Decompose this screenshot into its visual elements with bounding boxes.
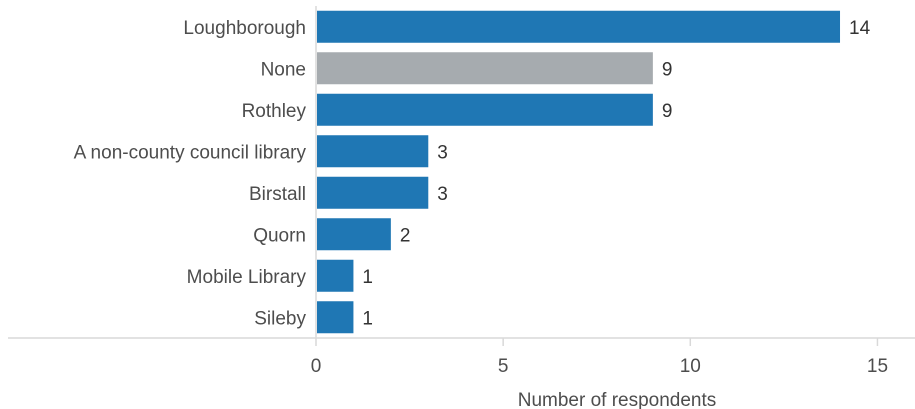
x-tick-label: 15 (867, 356, 888, 377)
category-label: A non-county council library (74, 142, 307, 163)
x-tick-label: 10 (680, 356, 701, 377)
x-axis-title: Number of respondents (518, 390, 717, 409)
data-label: 14 (849, 18, 871, 39)
category-label: Quorn (253, 225, 306, 246)
data-label: 9 (662, 59, 673, 80)
data-label: 2 (400, 225, 411, 246)
data-label: 9 (662, 101, 673, 122)
data-labels-group: 14 9 9 3 3 2 1 1 (362, 18, 870, 330)
category-labels-group: Loughborough None Rothley A non-county coun… (74, 18, 307, 330)
category-label: Rothley (242, 101, 307, 122)
data-label: 1 (362, 308, 373, 329)
bar (317, 218, 391, 251)
category-label: None (261, 59, 306, 80)
bar (317, 259, 354, 292)
data-label: 3 (437, 142, 448, 163)
category-label: Mobile Library (187, 267, 307, 288)
x-ticks-group: 0 5 10 15 (311, 338, 888, 377)
x-tick-label: 0 (311, 356, 322, 377)
bars-group (317, 10, 841, 334)
data-label: 1 (362, 267, 373, 288)
x-tick-label: 5 (498, 356, 509, 377)
bar (317, 135, 429, 168)
category-label: Birstall (249, 184, 306, 205)
bar (317, 10, 841, 43)
bar (317, 301, 354, 334)
category-label: Loughborough (183, 18, 306, 39)
bar (317, 176, 429, 209)
data-label: 3 (437, 184, 448, 205)
category-label: Sileby (254, 308, 306, 329)
bar (317, 93, 653, 126)
bar (317, 52, 653, 85)
